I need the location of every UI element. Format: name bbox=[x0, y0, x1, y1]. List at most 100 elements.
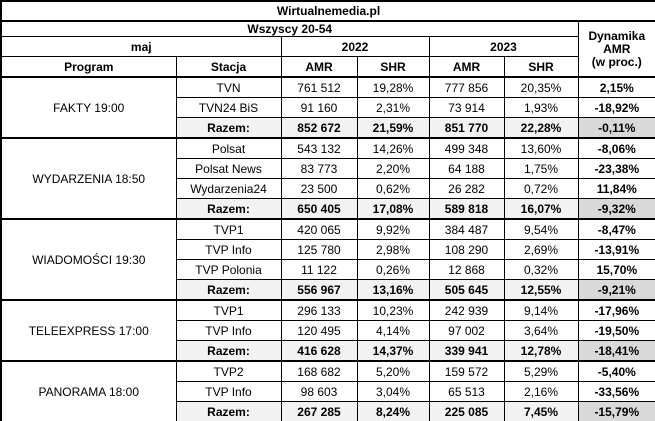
shr-2022-cell: 0,26% bbox=[356, 259, 430, 280]
dynamics-cell: -19,50% bbox=[577, 320, 655, 341]
shr-2022-cell: 2,20% bbox=[356, 158, 430, 179]
shr-2022-cell: 13,16% bbox=[356, 279, 430, 301]
total-row: Razem: 556 967 13,16% 505 645 12,55% -9,… bbox=[1, 279, 655, 301]
amr-2023-cell: 242 939 bbox=[428, 299, 505, 321]
dynamics-cell: 11,84% bbox=[577, 178, 655, 199]
shr-2023-cell: 22,28% bbox=[503, 117, 579, 139]
dynamics-cell: -8,06% bbox=[577, 137, 655, 159]
total-label-cell: Razem: bbox=[175, 401, 282, 421]
dynamics-cell: -18,41% bbox=[577, 340, 655, 362]
dynamics-cell: -18,92% bbox=[577, 97, 655, 118]
total-label-cell: Razem: bbox=[175, 279, 282, 301]
dynamics-header: Dynamika AMR (w proc.) bbox=[577, 20, 655, 78]
amr-2022-cell: 420 065 bbox=[280, 218, 358, 240]
amr-2023-cell: 384 487 bbox=[428, 218, 505, 240]
amr-2023-cell: 97 002 bbox=[428, 320, 505, 341]
table-title: Wirtualnemedia.pl bbox=[0, 0, 655, 22]
amr-2023-cell: 225 085 bbox=[428, 401, 505, 421]
shr-2023-cell: 1,93% bbox=[503, 97, 579, 118]
shr-2023-cell: 16,07% bbox=[503, 198, 579, 220]
station-cell: TVP Info bbox=[175, 381, 282, 402]
program-cell: PANORAMA 18:00 bbox=[0, 360, 177, 421]
amr-2023-cell: 499 348 bbox=[428, 137, 505, 159]
station-cell: TVP1 bbox=[175, 218, 282, 240]
shr-2023-header: SHR bbox=[503, 56, 579, 78]
amr-2022-cell: 125 780 bbox=[280, 239, 358, 260]
shr-2023-cell: 3,64% bbox=[503, 320, 579, 341]
shr-2022-cell: 2,31% bbox=[356, 97, 430, 118]
amr-2022-cell: 556 967 bbox=[280, 279, 358, 301]
title-row: Wirtualnemedia.pl bbox=[0, 0, 655, 22]
total-row: Razem: 650 405 17,08% 589 818 16,07% -9,… bbox=[1, 198, 655, 220]
year-2023-header: 2023 bbox=[428, 36, 579, 57]
station-cell: TVN bbox=[175, 76, 282, 98]
amr-2022-cell: 168 682 bbox=[280, 360, 358, 382]
shr-2022-cell: 9,92% bbox=[356, 218, 430, 240]
station-cell: TVP Polonia bbox=[175, 259, 282, 280]
program-header: Program bbox=[0, 56, 177, 78]
dynamics-cell: -33,56% bbox=[577, 381, 655, 402]
data-row: Wydarzenia24 23 500 0,62% 26 282 0,72% 1… bbox=[1, 178, 655, 199]
shr-2023-cell: 12,55% bbox=[503, 279, 579, 301]
amr-2022-cell: 761 512 bbox=[280, 76, 358, 98]
amr-2023-cell: 65 513 bbox=[428, 381, 505, 402]
amr-2023-cell: 851 770 bbox=[428, 117, 505, 139]
dynamics-cell: -13,91% bbox=[577, 239, 655, 260]
shr-2022-cell: 5,20% bbox=[356, 360, 430, 382]
program-cell: FAKTY 19:00 bbox=[0, 76, 177, 139]
dynamics-cell: 2,15% bbox=[577, 76, 655, 98]
amr-2022-cell: 120 495 bbox=[280, 320, 358, 341]
total-row: Razem: 267 285 8,24% 225 085 7,45% -15,7… bbox=[1, 401, 655, 421]
data-row: FAKTY 19:00 TVN 761 512 19,28% 777 856 2… bbox=[0, 76, 655, 139]
dynamics-cell: -5,40% bbox=[577, 360, 655, 382]
shr-2023-cell: 0,32% bbox=[503, 259, 579, 280]
total-label-cell: Razem: bbox=[175, 117, 282, 139]
amr-2023-cell: 777 856 bbox=[428, 76, 505, 98]
month-header: maj bbox=[0, 36, 282, 57]
station-cell: TVP Info bbox=[175, 320, 282, 341]
shr-2022-cell: 14,26% bbox=[356, 137, 430, 159]
dynamics-cell: -15,79% bbox=[577, 401, 655, 421]
shr-2022-cell: 17,08% bbox=[356, 198, 430, 220]
total-label-cell: Razem: bbox=[175, 198, 282, 220]
data-row: TELEEXPRESS 17:00 TVP1 296 133 10,23% 24… bbox=[0, 299, 655, 362]
dynamics-header-line3: (w proc.) bbox=[591, 54, 642, 69]
amr-2022-cell: 83 773 bbox=[280, 158, 358, 179]
data-row: TVN24 BiS 91 160 2,31% 73 914 1,93% -18,… bbox=[1, 97, 655, 118]
data-row: PANORAMA 18:00 TVP2 168 682 5,20% 159 57… bbox=[0, 360, 655, 421]
shr-2023-cell: 13,60% bbox=[503, 137, 579, 159]
data-row: TVP Info 125 780 2,98% 108 290 2,69% -13… bbox=[1, 239, 655, 260]
program-cell: WYDARZENIA 18:50 bbox=[0, 137, 177, 220]
dynamics-header-line1: Dynamika bbox=[588, 28, 646, 43]
shr-2022-cell: 19,28% bbox=[356, 76, 430, 98]
shr-2023-cell: 20,35% bbox=[503, 76, 579, 98]
amr-2023-cell: 12 868 bbox=[428, 259, 505, 280]
shr-2022-cell: 3,04% bbox=[356, 381, 430, 402]
shr-2022-cell: 21,59% bbox=[356, 117, 430, 139]
station-cell: Wydarzenia24 bbox=[175, 178, 282, 199]
amr-2023-header: AMR bbox=[428, 56, 505, 78]
program-cell: WIADOMOŚCI 19:30 bbox=[0, 218, 177, 301]
dynamics-header-line2: AMR bbox=[603, 41, 631, 56]
station-header: Stacja bbox=[175, 56, 282, 78]
station-cell: TVP1 bbox=[175, 299, 282, 321]
shr-2022-cell: 4,14% bbox=[356, 320, 430, 341]
amr-2022-cell: 267 285 bbox=[280, 401, 358, 421]
shr-2022-header: SHR bbox=[356, 56, 430, 78]
dynamics-cell: -9,32% bbox=[577, 198, 655, 220]
shr-2022-cell: 2,98% bbox=[356, 239, 430, 260]
shr-2023-cell: 9,54% bbox=[503, 218, 579, 240]
program-cell: TELEEXPRESS 17:00 bbox=[0, 299, 177, 362]
dynamics-cell: -8,47% bbox=[577, 218, 655, 240]
amr-2022-cell: 296 133 bbox=[280, 299, 358, 321]
station-cell: TVP2 bbox=[175, 360, 282, 382]
amr-2022-cell: 650 405 bbox=[280, 198, 358, 220]
amr-2023-cell: 505 645 bbox=[428, 279, 505, 301]
amr-2022-cell: 543 132 bbox=[280, 137, 358, 159]
shr-2022-cell: 8,24% bbox=[356, 401, 430, 421]
shr-2023-cell: 1,75% bbox=[503, 158, 579, 179]
shr-2023-cell: 9,14% bbox=[503, 299, 579, 321]
total-row: Razem: 416 628 14,37% 339 941 12,78% -18… bbox=[1, 340, 655, 362]
